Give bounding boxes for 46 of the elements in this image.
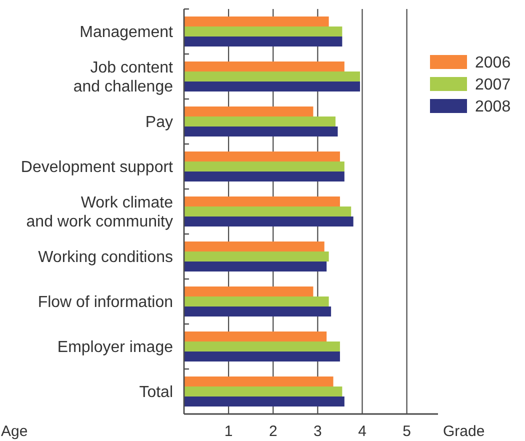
bar bbox=[184, 196, 340, 206]
y-tick-label: Development support bbox=[20, 159, 174, 176]
legend-label: 2007 bbox=[475, 76, 511, 94]
bar bbox=[184, 16, 329, 26]
bar bbox=[184, 396, 344, 406]
bar bbox=[184, 262, 327, 272]
bar bbox=[184, 62, 344, 72]
bar bbox=[184, 296, 329, 306]
y-tick-label: Working conditions bbox=[38, 249, 173, 266]
y-tick-label: Employer image bbox=[57, 339, 174, 356]
bar bbox=[184, 152, 340, 162]
bar bbox=[184, 206, 352, 216]
y-tick-label: Pay bbox=[145, 114, 173, 131]
text: Age bbox=[1, 423, 28, 440]
x-tick-label: 4 bbox=[358, 423, 366, 440]
bar bbox=[184, 342, 340, 352]
y-tick-label: Total bbox=[139, 384, 173, 401]
bar bbox=[184, 332, 327, 342]
x-tick-label: 5 bbox=[402, 423, 411, 440]
bar bbox=[184, 106, 314, 116]
bar bbox=[184, 126, 338, 136]
bar bbox=[184, 306, 332, 316]
bar bbox=[184, 82, 360, 92]
bar bbox=[184, 242, 324, 252]
bar bbox=[184, 286, 314, 296]
bar bbox=[184, 172, 344, 182]
x-tick-label: 3 bbox=[314, 423, 322, 440]
bar bbox=[184, 162, 344, 172]
x-tick-label: 1 bbox=[224, 423, 233, 440]
y-tick-label: Job content and challenge bbox=[73, 60, 174, 96]
bar bbox=[184, 352, 340, 362]
bar bbox=[184, 26, 342, 36]
y-tick-label: Flow of information bbox=[38, 294, 173, 311]
bar bbox=[184, 36, 342, 46]
bar bbox=[184, 376, 334, 386]
bar bbox=[184, 386, 342, 396]
bar bbox=[184, 116, 336, 126]
y-tick-label: Work climate and work community bbox=[26, 194, 174, 230]
bar bbox=[184, 216, 354, 226]
legend-label: 2008 bbox=[475, 98, 511, 116]
bar bbox=[184, 252, 329, 262]
x-axis-title: Grade bbox=[443, 423, 485, 440]
legend-label: 2006 bbox=[475, 54, 511, 72]
y-tick-label: Management bbox=[80, 24, 174, 41]
bar bbox=[184, 72, 360, 82]
x-tick-label: 2 bbox=[268, 423, 278, 440]
